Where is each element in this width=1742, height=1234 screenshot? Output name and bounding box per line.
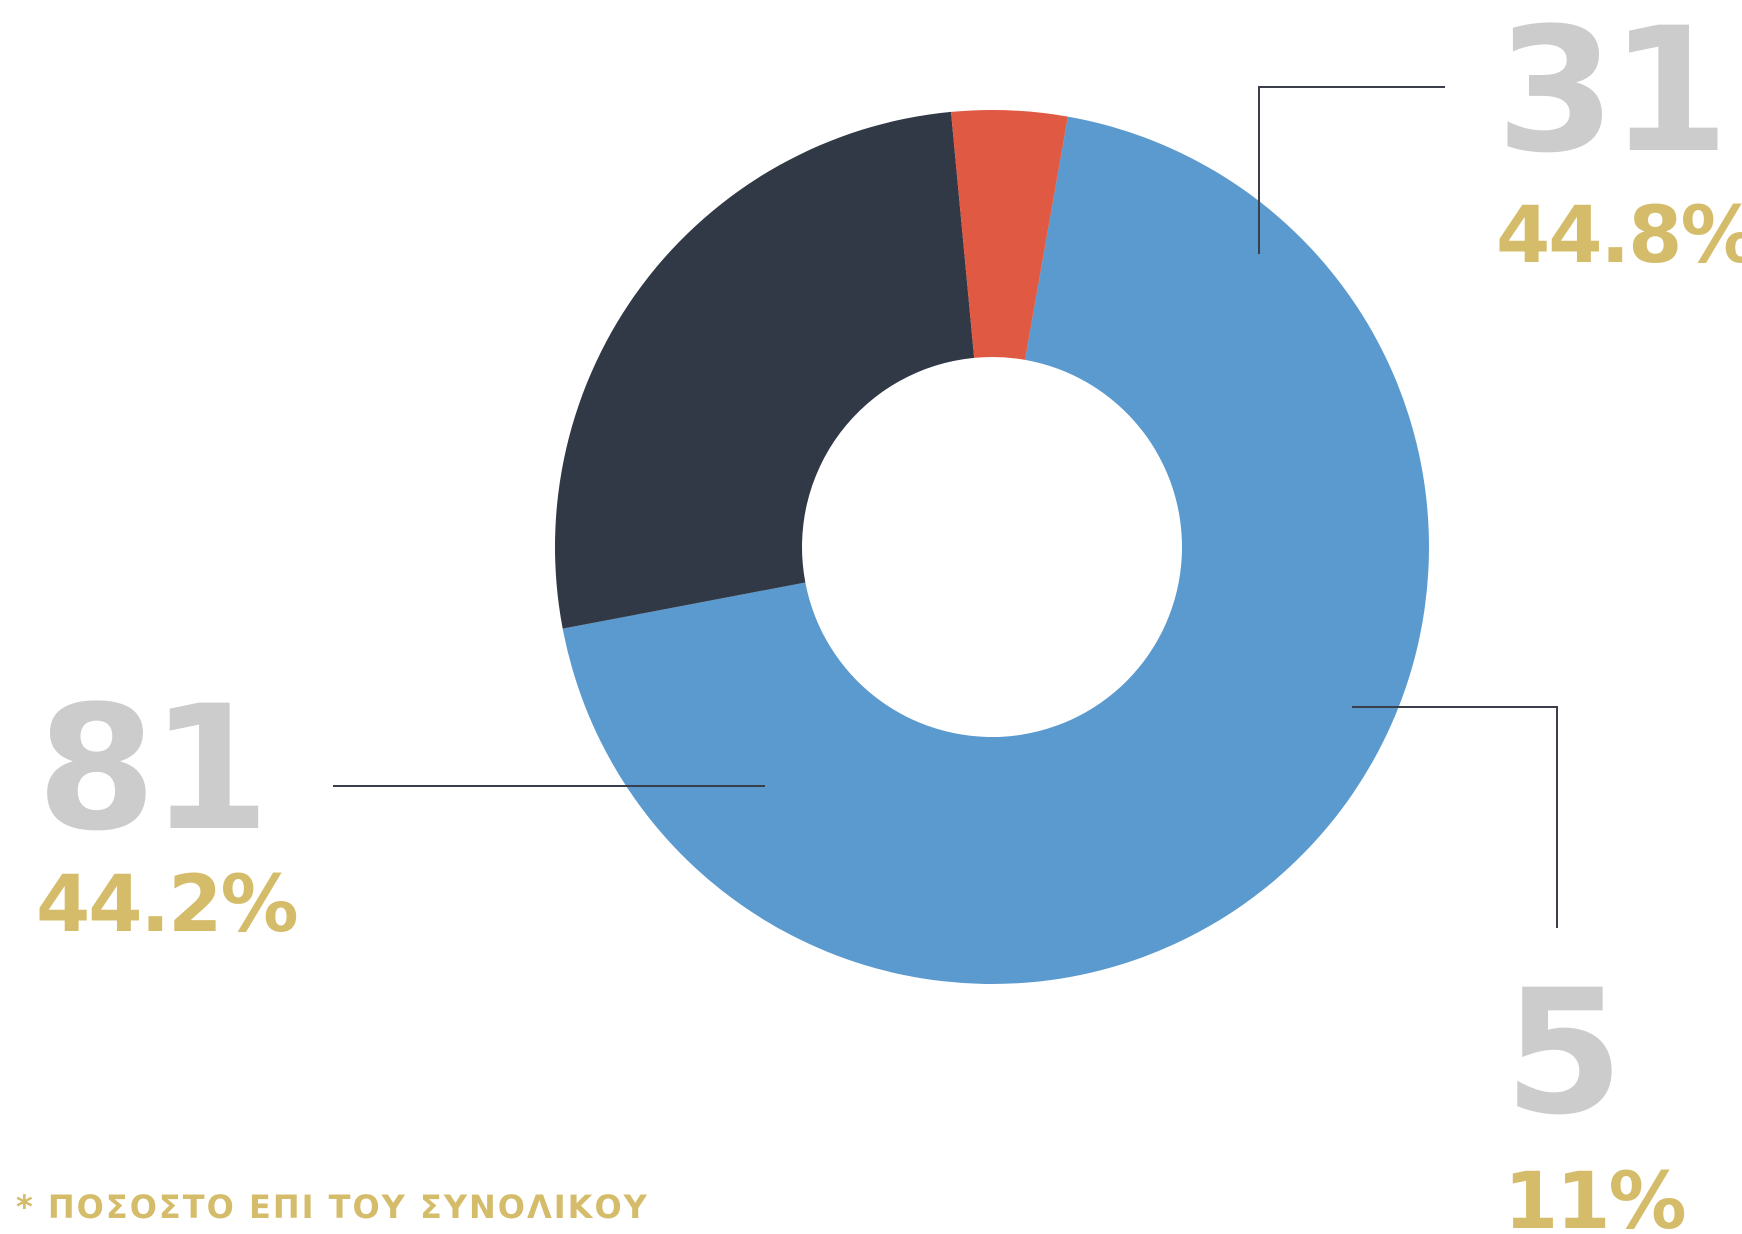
- donut-slices: [555, 110, 1429, 984]
- slice-value-label-81: 81: [37, 668, 264, 869]
- slice-percent-label-31: 44.8%: [1496, 191, 1742, 281]
- slice-value-label-31: 31: [1496, 0, 1723, 191]
- slice-value-label-5: 5: [1504, 952, 1618, 1153]
- donut-slice-31: [555, 111, 975, 629]
- footnote: * ΠΟΣΟΣΤΟ ΕΠΙ ΤΟΥ ΣΥΝΟΛΙΚΟΥ: [16, 1188, 649, 1226]
- slice-percent-label-5: 11%: [1504, 1157, 1685, 1234]
- leader-line-5: [1352, 706, 1558, 928]
- leader-line-31: [1258, 86, 1445, 254]
- donut-slice-5: [950, 110, 1068, 360]
- donut-slice-81: [562, 116, 1429, 984]
- slice-percent-label-81: 44.2%: [36, 860, 297, 950]
- leader-lines: [333, 86, 1558, 928]
